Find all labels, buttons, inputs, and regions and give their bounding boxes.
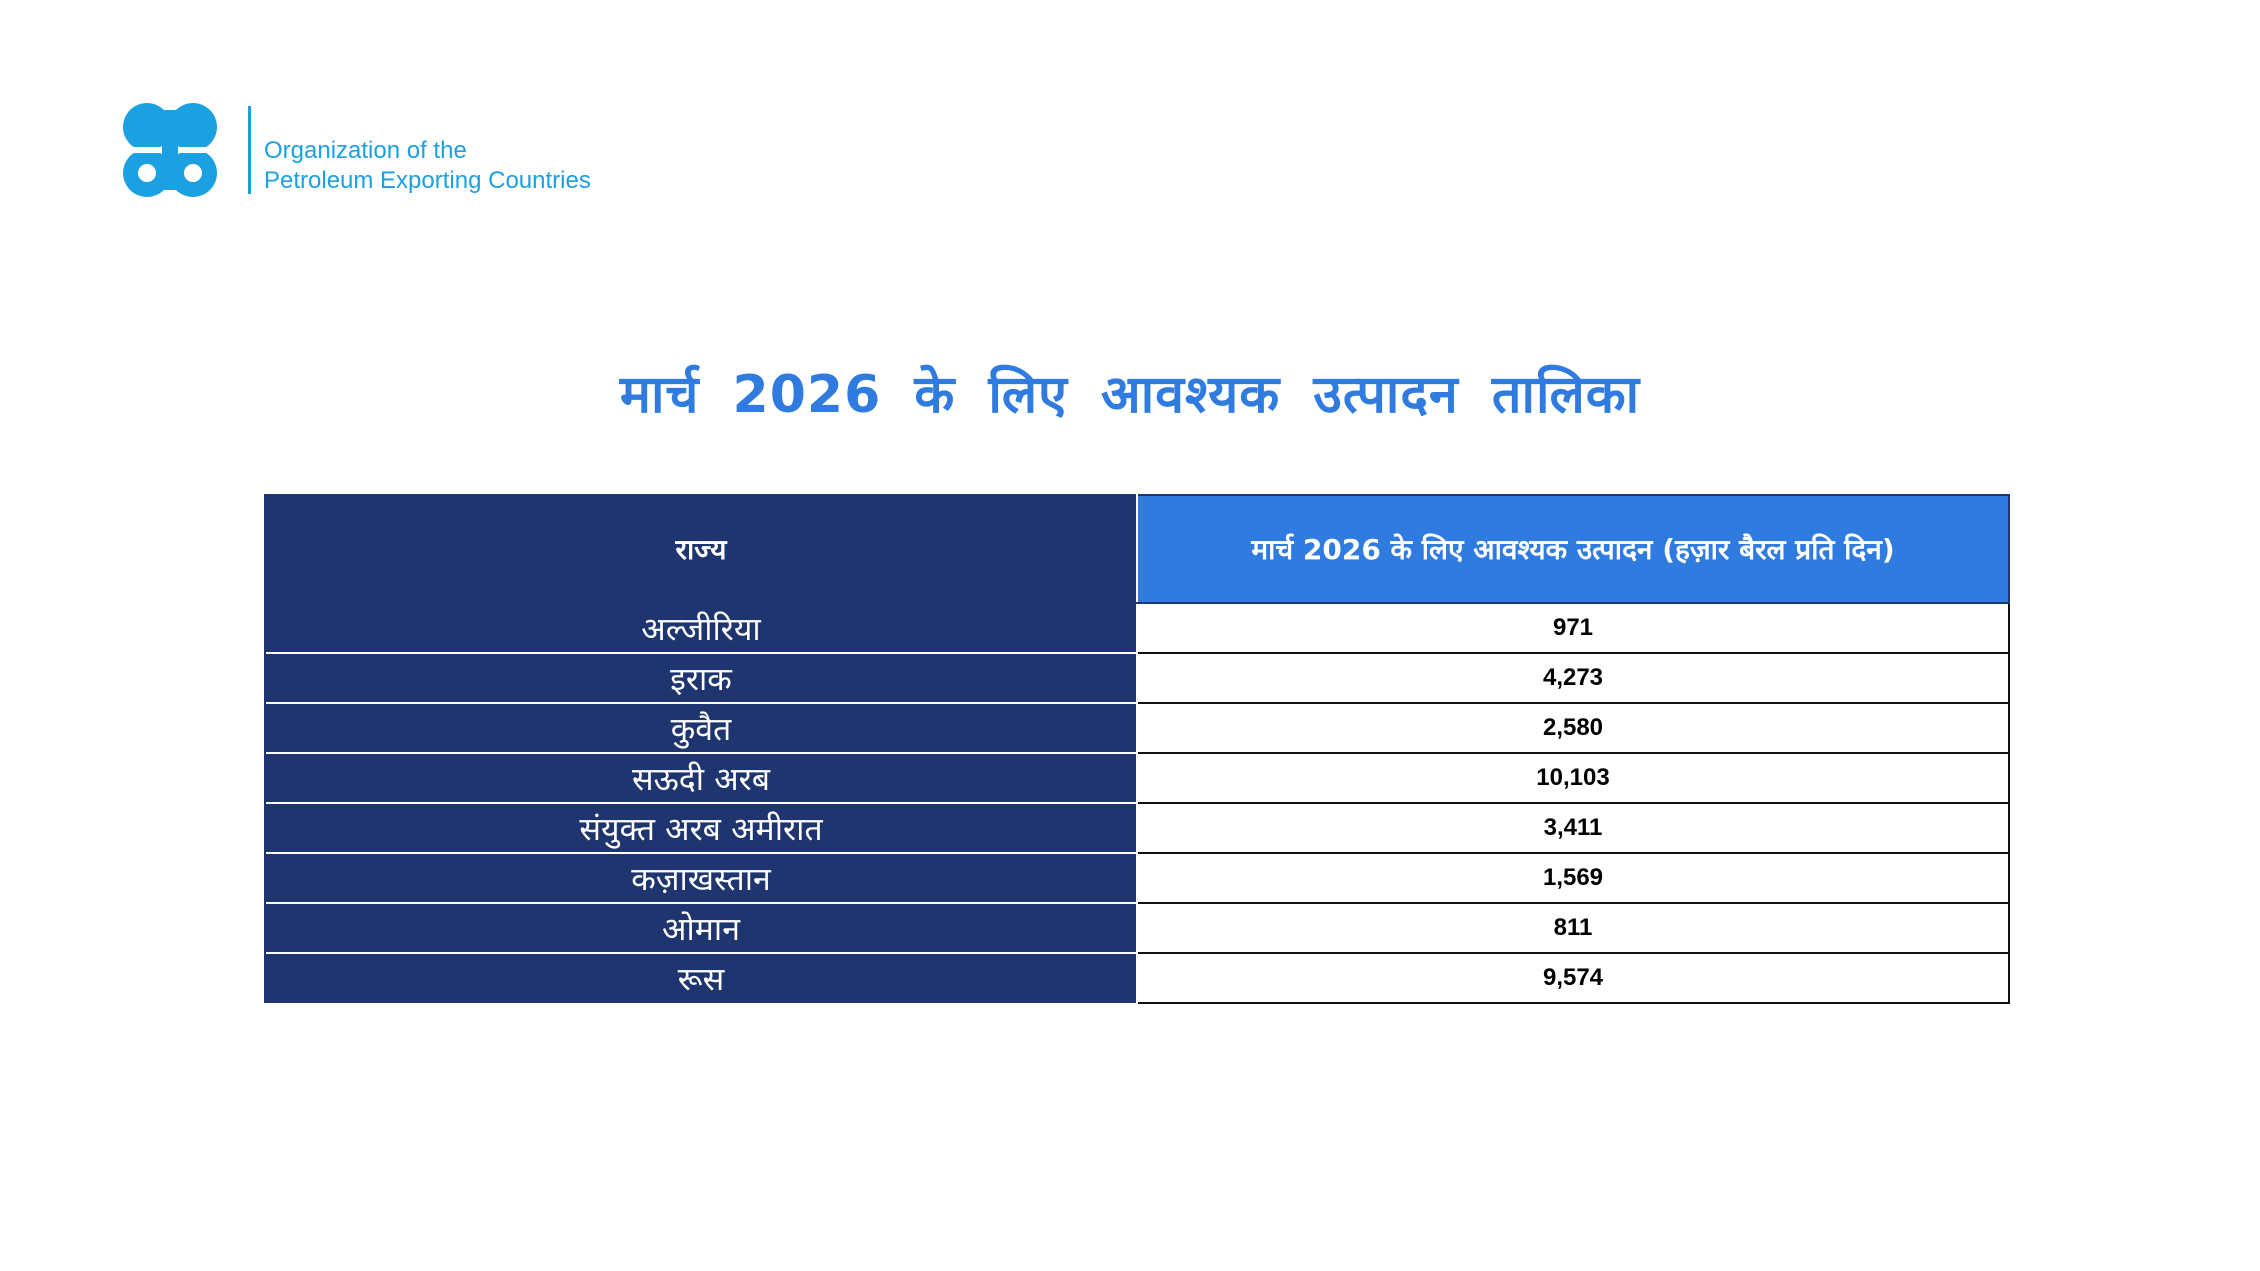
table-row: कुवैत 2,580 <box>264 702 2010 754</box>
production-value-cell: 10,103 <box>1137 752 2010 804</box>
column-header-required-production: मार्च 2026 के लिए आवश्यक उत्पादन (हज़ार … <box>1136 494 2010 604</box>
production-value-cell: 1,569 <box>1137 852 2010 904</box>
logo-wordmark: Organization of the Petroleum Exporting … <box>264 136 591 196</box>
production-table: राज्य मार्च 2026 के लिए आवश्यक उत्पादन (… <box>264 494 2010 1004</box>
table-row: इराक 4,273 <box>264 652 2010 704</box>
state-cell: कुवैत <box>264 702 1138 753</box>
state-cell: ओमान <box>264 902 1138 953</box>
column-header-state: राज्य <box>264 494 1138 604</box>
table-row: ओमान 811 <box>264 902 2010 954</box>
opec-emblem-icon <box>120 100 220 200</box>
logo-line-2: Petroleum Exporting Countries <box>264 167 591 194</box>
opec-logo: Organization of the Petroleum Exporting … <box>120 100 640 200</box>
production-value-cell: 4,273 <box>1137 652 2010 704</box>
state-cell: संयुक्त अरब अमीरात <box>264 802 1138 853</box>
page-title: मार्च 2026 के लिए आवश्यक उत्पादन तालिका <box>619 365 1641 425</box>
logo-line-1: Organization of the <box>264 137 467 164</box>
state-cell: रूस <box>264 952 1138 1003</box>
state-cell: कज़ाखस्तान <box>264 852 1138 903</box>
logo-divider <box>248 106 251 194</box>
table-row: संयुक्त अरब अमीरात 3,411 <box>264 802 2010 854</box>
production-value-cell: 3,411 <box>1137 802 2010 854</box>
state-cell: अल्जीरिया <box>264 602 1138 653</box>
production-value-cell: 9,574 <box>1137 952 2010 1004</box>
production-value-cell: 971 <box>1137 602 2010 654</box>
state-cell: सऊदी अरब <box>264 752 1138 803</box>
production-value-cell: 811 <box>1137 902 2010 954</box>
table-row: अल्जीरिया 971 <box>264 602 2010 654</box>
table-header-row: राज्य मार्च 2026 के लिए आवश्यक उत्पादन (… <box>264 494 2010 604</box>
production-value-cell: 2,580 <box>1137 702 2010 754</box>
table-row: कज़ाखस्तान 1,569 <box>264 852 2010 904</box>
state-cell: इराक <box>264 652 1138 703</box>
table-row: सऊदी अरब 10,103 <box>264 752 2010 804</box>
table-row: रूस 9,574 <box>264 952 2010 1004</box>
